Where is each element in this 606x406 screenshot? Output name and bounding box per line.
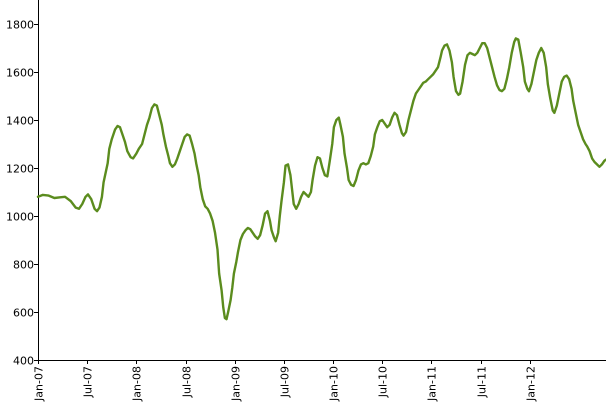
x-tick-label: Jul-11: [476, 366, 489, 398]
x-tick-label: Jul-09: [279, 366, 292, 398]
x-tick-label: Jul-08: [181, 366, 194, 398]
y-tick-label: 1800: [6, 19, 34, 32]
series-layer: [36, 37, 606, 321]
y-tick-label: 1600: [6, 67, 34, 80]
x-tick-label: Jan-10: [328, 366, 341, 402]
x-tick-label: Jan-12: [525, 366, 538, 402]
x-tick-label: Jan-09: [230, 366, 243, 402]
x-tick-label: Jan-11: [426, 366, 439, 402]
x-tick-label: Jul-07: [82, 366, 95, 398]
x-tick-label: Jan-07: [33, 366, 46, 402]
y-tick-label: 1200: [6, 163, 34, 176]
x-axis: Jan-07 Jul-07 Jan-08 Jul-08 Jan-09 Jul-09 Jan-…: [33, 360, 538, 402]
series-line: [36, 37, 606, 321]
x-tick-label: Jan-08: [131, 366, 144, 402]
plot-area: [38, 0, 606, 361]
y-tick-label: 400: [13, 355, 34, 368]
y-tick-label: 600: [13, 307, 34, 320]
y-tick-label: 1000: [6, 211, 34, 224]
y-axis: 400 600 800 1000 1200 1400 1600 1800: [6, 19, 38, 368]
y-tick-label: 800: [13, 259, 34, 272]
y-tick-label: 1400: [6, 115, 34, 128]
x-tick-label: Jul-10: [377, 366, 390, 398]
